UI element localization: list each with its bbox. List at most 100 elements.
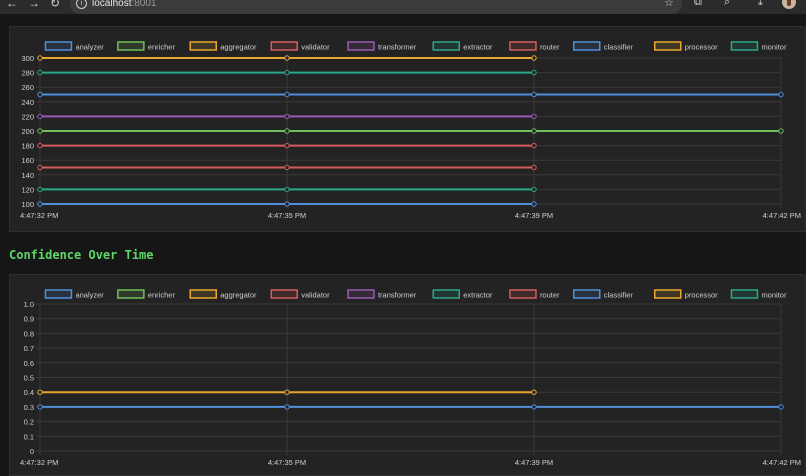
data-point-classifier bbox=[284, 91, 290, 98]
data-point-monitor bbox=[284, 69, 290, 76]
star-icon[interactable]: ☆ bbox=[664, 0, 674, 9]
legend-swatch bbox=[654, 41, 682, 51]
legend-label: router bbox=[540, 43, 560, 52]
y-tick-label: 0.7 bbox=[24, 344, 34, 353]
back-arrow-icon[interactable]: ← bbox=[6, 0, 18, 10]
y-tick-label: 220 bbox=[21, 112, 34, 121]
legend-swatch bbox=[117, 289, 145, 299]
data-point-transformer bbox=[284, 113, 290, 120]
data-point-analyzer bbox=[284, 201, 290, 207]
data-point-analyzer bbox=[284, 404, 290, 410]
legend-swatch bbox=[117, 41, 145, 51]
chart-panel-2: 0 0.1 0.2 0.3 0.4 0.5 0.6 0.7 0.8 0.9 1.0 4:47:32 P… bbox=[9, 274, 806, 476]
chart-panel-1: 100 120 140 160 180 200 220 240 260 280 300 4:47:32… bbox=[9, 26, 806, 232]
line-chart-values: 100 120 140 160 180 200 220 240 260 280 300 4:47:32… bbox=[20, 41, 801, 220]
y-tick-label: 0 bbox=[30, 447, 34, 456]
y-tick-label: 1.0 bbox=[24, 300, 34, 309]
data-point-monitor bbox=[531, 69, 537, 76]
data-point-router bbox=[531, 164, 537, 171]
data-point-enricher bbox=[778, 128, 784, 134]
legend-label: classifier bbox=[604, 43, 634, 52]
legend-swatch bbox=[432, 41, 460, 51]
data-point-extractor bbox=[37, 186, 43, 193]
data-point-extractor bbox=[531, 186, 537, 193]
data-point-monitor bbox=[37, 69, 43, 76]
legend-label: transformer bbox=[378, 291, 417, 300]
legend-swatch bbox=[189, 41, 217, 51]
y-tick-label: 180 bbox=[21, 142, 34, 151]
profile-avatar[interactable] bbox=[782, 0, 796, 9]
line-chart-confidence: 0 0.1 0.2 0.3 0.4 0.5 0.6 0.7 0.8 0.9 1.0 4:47:32 P… bbox=[20, 289, 801, 467]
legend-label: processor bbox=[685, 43, 718, 52]
data-point-enricher bbox=[531, 128, 537, 134]
download-icon[interactable]: ⤓ bbox=[758, 0, 763, 8]
x-tick-label: 4:47:35 PM bbox=[268, 458, 306, 467]
legend-swatch bbox=[347, 41, 375, 51]
data-point-enricher bbox=[284, 128, 290, 134]
legend-swatch bbox=[654, 289, 682, 299]
legend-label: analyzer bbox=[75, 291, 104, 300]
legend-label: router bbox=[540, 291, 560, 300]
y-tick-label: 0.3 bbox=[24, 403, 34, 412]
legend-label: extractor bbox=[463, 43, 493, 52]
y-tick-label: 300 bbox=[21, 54, 34, 63]
x-tick-label: 4:47:32 PM bbox=[20, 458, 58, 467]
y-tick-label: 120 bbox=[21, 185, 34, 194]
y-tick-label: 140 bbox=[21, 171, 34, 180]
legend-label: classifier bbox=[604, 291, 634, 300]
legend-swatch bbox=[432, 289, 460, 299]
forward-arrow-icon[interactable]: → bbox=[28, 0, 40, 10]
search-tab-icon[interactable]: ⌕ bbox=[724, 0, 731, 8]
legend-swatch bbox=[573, 41, 601, 51]
legend-label: validator bbox=[301, 43, 330, 52]
data-point-analyzer bbox=[37, 201, 43, 207]
x-tick-label: 4:47:35 PM bbox=[268, 211, 306, 220]
legend-swatch bbox=[509, 41, 537, 51]
y-tick-label: 160 bbox=[21, 156, 34, 165]
y-tick-label: 200 bbox=[21, 127, 34, 136]
legend-swatch bbox=[189, 289, 217, 299]
data-point-classifier bbox=[531, 91, 537, 98]
legend-label: enricher bbox=[148, 43, 176, 52]
data-point-validator bbox=[531, 142, 537, 149]
address-bar[interactable] bbox=[70, 0, 682, 14]
data-point-analyzer bbox=[531, 404, 537, 410]
legend-swatch bbox=[270, 289, 298, 299]
x-tick-label: 4:47:42 PM bbox=[763, 211, 801, 220]
data-point-validator bbox=[284, 142, 290, 149]
legend-label: processor bbox=[685, 291, 718, 300]
x-tick-label: 4:47:42 PM bbox=[763, 458, 801, 467]
data-point-enricher bbox=[37, 128, 43, 134]
data-point-analyzer bbox=[37, 404, 43, 410]
url-text[interactable]: localhost:8001 bbox=[92, 0, 157, 9]
legend-swatch bbox=[347, 289, 375, 299]
legend-label: aggregator bbox=[220, 43, 257, 52]
legend-swatch bbox=[509, 289, 537, 299]
y-tick-label: 0.2 bbox=[24, 418, 34, 427]
x-tick-label: 4:47:39 PM bbox=[515, 458, 553, 467]
legend-label: enricher bbox=[148, 291, 176, 300]
data-point-aggregator bbox=[531, 55, 537, 61]
reload-icon[interactable]: ↻ bbox=[50, 0, 61, 10]
data-point-validator bbox=[37, 142, 43, 149]
legend-swatch bbox=[270, 41, 298, 51]
browser-toolbar: ← → ↻ i localhost:8001 ☆ ⧉ ⌕ ⤓ bbox=[0, 0, 806, 14]
y-tick-label: 0.4 bbox=[24, 388, 34, 397]
data-point-classifier bbox=[37, 91, 43, 98]
x-tick-label: 4:47:39 PM bbox=[515, 211, 553, 220]
data-point-transformer bbox=[531, 113, 537, 120]
data-point-analyzer bbox=[531, 201, 537, 207]
extensions-icon[interactable]: ⧉ bbox=[694, 0, 702, 8]
legend-swatch bbox=[44, 41, 73, 51]
data-point-aggregator bbox=[284, 55, 290, 61]
legend-swatch bbox=[730, 289, 759, 299]
legend-label: transformer bbox=[378, 43, 417, 52]
legend-swatch bbox=[730, 41, 759, 51]
data-point-transformer bbox=[37, 113, 43, 120]
x-tick-label: 4:47:32 PM bbox=[20, 211, 58, 220]
legend-label: validator bbox=[301, 291, 330, 300]
data-point-aggregator bbox=[37, 55, 43, 61]
data-point-classifier bbox=[778, 91, 784, 98]
legend-label: extractor bbox=[463, 291, 493, 300]
info-icon[interactable]: i bbox=[76, 0, 87, 9]
